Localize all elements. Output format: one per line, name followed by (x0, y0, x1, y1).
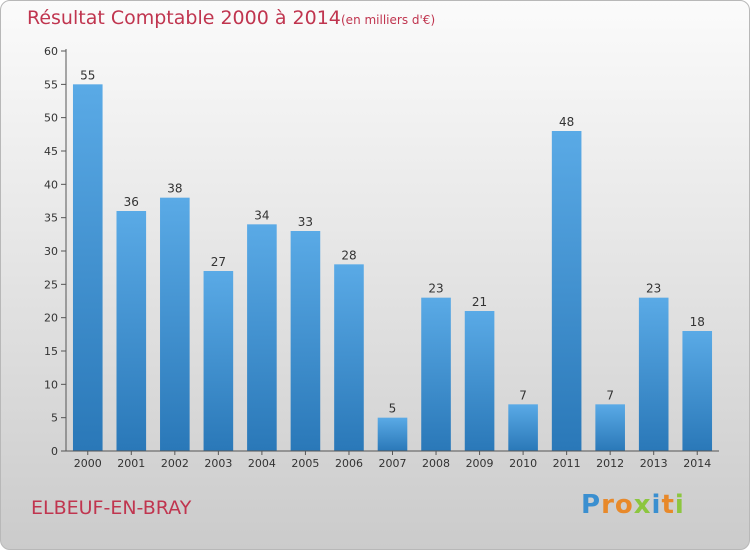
logo-letter: i (674, 490, 685, 520)
bar (464, 311, 495, 451)
logo-letter: r (601, 490, 615, 520)
y-tick-label: 50 (44, 112, 58, 125)
bar-value-label: 33 (298, 215, 313, 229)
bar-value-label: 5 (389, 402, 397, 416)
y-tick-label: 15 (44, 345, 58, 358)
x-tick-label: 2009 (466, 457, 494, 470)
bar (508, 404, 538, 451)
commune-name: ELBEUF-EN-BRAY (31, 497, 192, 519)
bar-value-label: 23 (646, 282, 661, 296)
x-tick-label: 2012 (596, 457, 624, 470)
y-tick-label: 60 (44, 45, 58, 58)
bar (160, 197, 190, 451)
logo-letter: x (633, 490, 652, 520)
chart-subtitle: (en milliers d'€) (341, 13, 436, 27)
bar-value-label: 23 (428, 282, 443, 296)
proxiti-logo: Proxiti (581, 490, 685, 520)
bar (247, 224, 277, 451)
y-tick-label: 0 (51, 445, 58, 458)
bar (595, 404, 625, 451)
x-tick-label: 2008 (422, 457, 450, 470)
x-tick-label: 2005 (291, 457, 319, 470)
x-axis: 2000 2001 2002 2003 2004 2005 2006 2007 2008 2009… (66, 450, 719, 470)
x-tick-label: 2004 (248, 457, 276, 470)
chart-title: Résultat Comptable 2000 à 2014 (27, 7, 341, 29)
bar (72, 84, 103, 451)
y-tick-label: 10 (44, 378, 58, 391)
bar-value-label: 7 (519, 388, 527, 402)
bar-value-label: 34 (254, 208, 269, 222)
y-tick-label: 25 (44, 278, 58, 291)
bar (290, 231, 321, 451)
bar-value-label: 55 (80, 68, 95, 82)
bar (421, 297, 451, 451)
y-tick-label: 30 (44, 245, 58, 258)
bar-value-label: 28 (341, 248, 356, 262)
y-tick-label: 40 (44, 178, 58, 191)
bar-value-label: 7 (606, 388, 614, 402)
x-tick-label: 2003 (204, 457, 232, 470)
x-tick-label: 2014 (683, 457, 711, 470)
bar (334, 264, 364, 451)
y-tick-label: 20 (44, 312, 58, 325)
x-tick-label: 2002 (161, 457, 189, 470)
x-tick-label: 2011 (553, 457, 581, 470)
x-tick-label: 2001 (117, 457, 145, 470)
y-tick-label: 55 (44, 78, 58, 91)
y-axis: 0 5 10 15 20 25 30 35 40 45 50 55 60 (44, 45, 67, 458)
logo-letter: i (651, 490, 662, 520)
bar-value-label: 21 (472, 295, 487, 309)
bar-value-label: 36 (124, 195, 139, 209)
x-tick-label: 2006 (335, 457, 363, 470)
logo-letter: o (614, 490, 634, 520)
bar (638, 297, 669, 451)
y-tick-label: 35 (44, 212, 58, 225)
bar (551, 131, 582, 451)
x-tick-label: 2007 (379, 457, 407, 470)
logo-letter: t (661, 490, 675, 520)
bar (682, 331, 713, 451)
y-tick-label: 5 (51, 412, 58, 425)
bar-value-label: 18 (690, 315, 705, 329)
bar-value-label: 48 (559, 115, 574, 129)
bars: 55 36 38 27 34 33 28 5 23 21 7 48 7 23 18 (72, 68, 713, 451)
bar (203, 271, 234, 451)
y-tick-label: 45 (44, 145, 58, 158)
x-tick-label: 2013 (640, 457, 668, 470)
bar-value-label: 38 (167, 182, 182, 196)
x-tick-label: 2010 (509, 457, 537, 470)
bar (116, 211, 147, 451)
logo-letter: P (581, 490, 602, 520)
x-tick-label: 2000 (74, 457, 102, 470)
bar-value-label: 27 (211, 255, 226, 269)
bar (377, 417, 408, 451)
